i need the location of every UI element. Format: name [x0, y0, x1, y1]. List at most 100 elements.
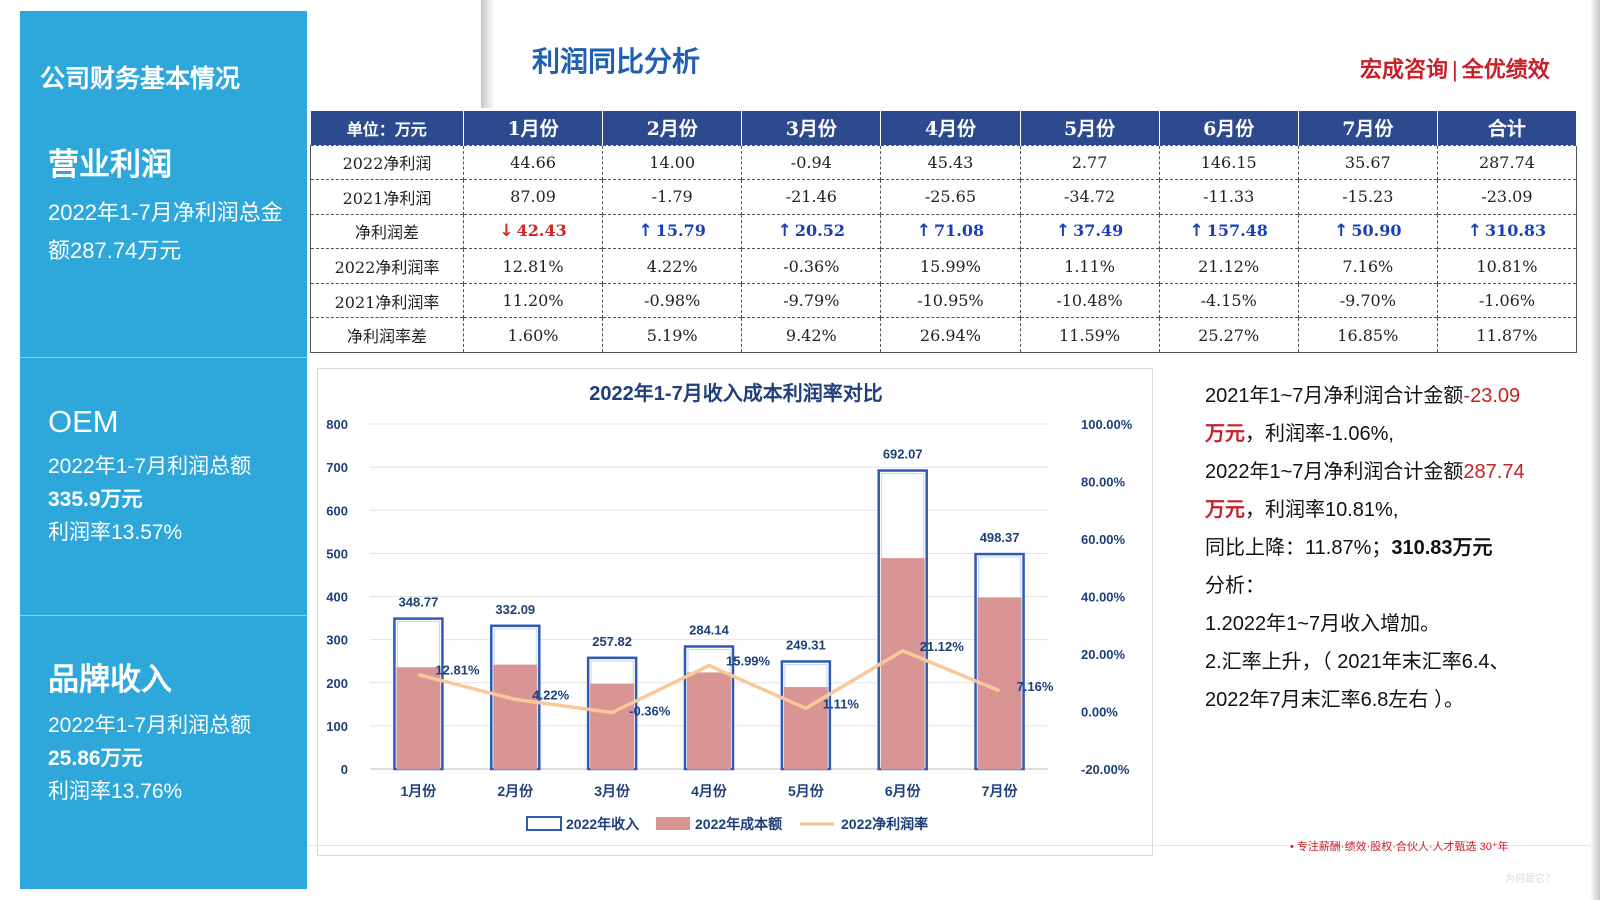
cost-bar [880, 558, 925, 769]
brand-separator: | [1452, 57, 1458, 82]
column-header: 3月份 [741, 111, 882, 145]
table-cell: 1.11% [1019, 248, 1160, 284]
cell-value: 310.83 [1484, 221, 1547, 241]
table-cell: -11.33 [1158, 179, 1299, 215]
analysis-span: 310.83万元 [1391, 537, 1493, 559]
y-right-tick-label: 20.00% [1081, 647, 1126, 662]
table-cell: -10.95% [880, 282, 1020, 318]
sidebar: 公司财务基本情况 营业利润 2022年1-7月净利润总金额287.74万元 OE… [20, 11, 307, 889]
rate-data-label: -0.36% [629, 704, 671, 719]
row-label: 净利润差 [310, 213, 464, 249]
sidebar-section-operating-profit: 营业利润 2022年1-7月净利润总金额287.74万元 [48, 139, 298, 270]
column-header: 1月份 [463, 111, 604, 145]
arrow-up-icon: ↑ [638, 221, 653, 242]
table-cell: -34.72 [1019, 179, 1160, 215]
column-header: 4月份 [880, 111, 1021, 145]
section-heading: OEM [48, 404, 119, 439]
table-cell: -21.46 [741, 179, 881, 215]
y-left-tick-label: 300 [326, 633, 348, 648]
table-cell: 35.67 [1297, 144, 1438, 180]
x-tick-label: 4月份 [691, 783, 728, 799]
table-cell: -0.36% [741, 248, 881, 284]
arrow-up-icon: ↑ [777, 221, 792, 242]
revenue-data-label: 249.31 [786, 637, 826, 652]
table-cell: 26.94% [880, 317, 1020, 354]
table-row: 净利润率差 1.60% 5.19% 9.42% 26.94% 11.59% 25.27% 16… [310, 317, 1578, 354]
table-cell: 287.74 [1436, 144, 1578, 180]
unit-label: 单位：万元 [310, 111, 464, 145]
analysis-text: 2021年1~7月净利润合计金额-23.09 万元，利润率-1.06%, 202… [1205, 377, 1585, 719]
revenue-data-label: 332.09 [495, 602, 535, 617]
table-cell: ↑ 37.49 [1019, 213, 1160, 249]
legend-revenue-swatch [526, 816, 562, 831]
table-cell: ↓ 42.43 [462, 213, 603, 249]
table-cell: ↑ 71.08 [880, 213, 1020, 249]
table-cell: 87.09 [462, 179, 603, 215]
analysis-line: 2021年1~7月净利润合计金额-23.09 [1205, 377, 1585, 415]
table-cell: -9.70% [1297, 282, 1438, 318]
section-line: 335.9万元 [48, 488, 143, 511]
cell-value: 71.08 [934, 221, 985, 241]
legend-cost-label: 2022年成本额 [695, 816, 782, 832]
table-cell: 4.22% [602, 248, 742, 284]
section-line: 2022年1-7月净利润总金额287.74万元 [48, 200, 283, 263]
table-cell: 44.66 [462, 144, 603, 180]
revenue-data-label: 284.14 [689, 622, 730, 637]
row-label: 2021净利润率 [310, 282, 464, 318]
chart-panel: 2022年1-7月收入成本利润率对比 0 100 200 300 400 500 600 700… [317, 368, 1153, 856]
row-label: 净利润率差 [310, 317, 464, 354]
cell-value: 42.43 [516, 221, 567, 241]
y-left-tick-label: 0 [341, 762, 348, 777]
table-row: 2021净利润率 11.20% -0.98% -9.79% -10.95% -10.48%… [310, 282, 1578, 318]
y-left-tick-label: 600 [326, 503, 348, 518]
table-cell: 11.87% [1436, 317, 1578, 354]
cell-value: 157.48 [1206, 221, 1268, 241]
chart-title: 2022年1-7月收入成本利润率对比 [589, 381, 882, 405]
table-cell: -9.79% [741, 282, 881, 318]
analysis-line: 万元，利润率-1.06%, [1205, 415, 1585, 453]
table-cell: 16.85% [1297, 317, 1438, 354]
y-right-tick-label: 60.00% [1081, 532, 1126, 547]
section-text: 2022年1-7月利润总额 335.9万元 利润率13.57% [48, 450, 298, 549]
rate-data-label: 15.99% [726, 654, 771, 669]
table-header-row: 单位：万元 1月份 2月份 3月份 4月份 5月份 6月份 7月份 合计 [310, 111, 1578, 145]
section-line: 25.86万元 [48, 747, 143, 770]
analysis-line: 分析： [1205, 575, 1265, 597]
table-cell: ↑ 20.52 [741, 213, 881, 249]
column-header: 6月份 [1159, 111, 1299, 145]
section-line: 2022年1-7月利润总额 [48, 714, 252, 737]
table-cell: 14.00 [602, 144, 742, 180]
sidebar-title: 公司财务基本情况 [40, 65, 241, 93]
footer-slogan: • 专注薪酬·绩效·股权·合伙人·人才甄选 30⁺年 [1290, 841, 1509, 853]
x-tick-label: 6月份 [885, 783, 922, 799]
table-cell: 146.15 [1158, 144, 1299, 180]
x-tick-label: 3月份 [594, 783, 631, 799]
revenue-data-label: 498.37 [980, 530, 1020, 545]
table-row: 净利润差 ↓ 42.43 ↑ 15.79 ↑ 20.52 ↑ 71.08 ↑ 37.49 ↑ 157.4… [310, 213, 1578, 249]
table-cell: -0.94 [741, 144, 881, 180]
rate-data-label: 12.81% [435, 663, 480, 678]
cell-value: 50.90 [1351, 221, 1402, 241]
table-cell: ↑ 310.83 [1436, 213, 1578, 249]
table-cell: ↑ 50.90 [1297, 213, 1438, 249]
table-row: 2022净利润 44.66 14.00 -0.94 45.43 2.77 146.15 35.… [310, 144, 1578, 180]
table-cell: -25.65 [880, 179, 1020, 215]
y-left-tick-label: 100 [326, 719, 348, 734]
arrow-up-icon: ↑ [916, 221, 931, 242]
table-cell: 2.77 [1019, 144, 1160, 180]
table-cell: -15.23 [1297, 179, 1438, 215]
y-left-tick-label: 700 [326, 460, 348, 475]
y-right-tick-label: 80.00% [1081, 475, 1126, 490]
table-cell: 10.81% [1436, 248, 1578, 284]
x-tick-label: 7月份 [982, 783, 1019, 799]
sidebar-divider [20, 357, 307, 358]
y-right-tick-label: -20.00% [1081, 762, 1130, 777]
column-header: 5月份 [1020, 111, 1160, 145]
x-tick-label: 1月份 [401, 783, 438, 799]
highlight-unit: 万元 [1205, 499, 1245, 521]
highlight-value: -23.09 [1463, 385, 1521, 407]
table-cell: -4.15% [1158, 282, 1299, 318]
section-text: 2022年1-7月净利润总金额287.74万元 [48, 194, 298, 270]
rate-line [417, 649, 1001, 715]
